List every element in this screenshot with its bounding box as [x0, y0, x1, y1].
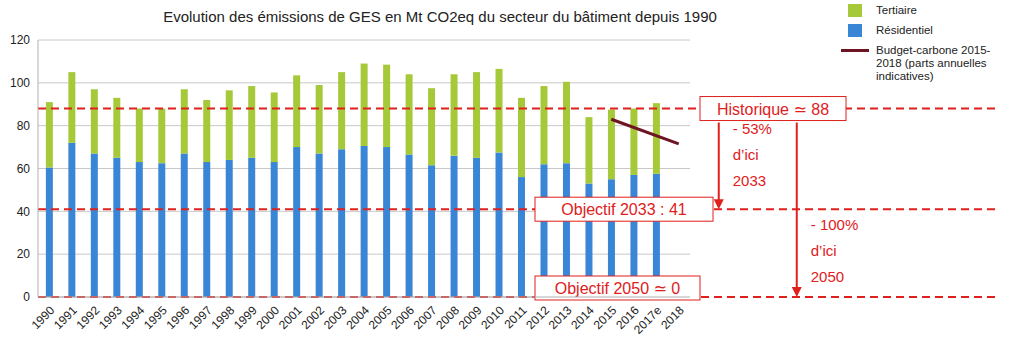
svg-text:1992: 1992 — [74, 303, 103, 332]
svg-text:100: 100 — [10, 76, 30, 90]
svg-text:2014: 2014 — [568, 303, 597, 332]
svg-text:2033: 2033 — [733, 172, 766, 189]
svg-text:2015: 2015 — [591, 303, 620, 332]
svg-text:1999: 1999 — [231, 303, 260, 332]
svg-text:120: 120 — [10, 33, 30, 47]
svg-text:- 53%: - 53% — [733, 120, 772, 137]
svg-text:1991: 1991 — [51, 303, 80, 332]
svg-text:2012: 2012 — [523, 303, 552, 332]
svg-text:1994: 1994 — [119, 303, 148, 332]
svg-text:Historique ≃ 88: Historique ≃ 88 — [717, 101, 829, 118]
svg-text:2018: 2018 — [658, 303, 687, 332]
svg-text:2016: 2016 — [613, 303, 642, 332]
svg-text:1998: 1998 — [208, 303, 237, 332]
svg-text:d’ici: d’ici — [733, 146, 759, 163]
svg-text:2006: 2006 — [388, 303, 417, 332]
svg-text:2013: 2013 — [546, 303, 575, 332]
svg-text:d’ici: d’ici — [811, 242, 837, 259]
html-text:Budget-carbone 2015-2018 (part: Budget-carbone 2015-2018 (parts annuelle… — [876, 44, 991, 82]
html-text:Evolution des émissions de GES: Evolution des émissions de GES en Mt CO2… — [163, 8, 717, 25]
svg-text:- 100%: - 100% — [811, 216, 859, 233]
svg-text:20: 20 — [17, 247, 31, 261]
svg-text:2003: 2003 — [321, 303, 350, 332]
svg-text:60: 60 — [17, 162, 31, 176]
svg-text:40: 40 — [17, 205, 31, 219]
svg-text:Objectif 2050 ≃ 0: Objectif 2050 ≃ 0 — [555, 280, 681, 297]
svg-text:80: 80 — [17, 119, 31, 133]
svg-text:2007: 2007 — [411, 303, 440, 332]
svg-text:2017e: 2017e — [630, 303, 665, 337]
svg-text:0: 0 — [23, 290, 30, 304]
html-text:Résidentiel: Résidentiel — [876, 24, 933, 36]
svg-text:2011: 2011 — [501, 303, 529, 331]
html-text:Tertiaire: Tertiaire — [876, 4, 917, 16]
svg-text:2010: 2010 — [478, 303, 507, 332]
svg-text:2000: 2000 — [253, 303, 282, 332]
svg-text:2009: 2009 — [456, 303, 485, 332]
svg-text:1997: 1997 — [186, 303, 215, 332]
svg-text:1990: 1990 — [29, 303, 58, 332]
svg-text:2008: 2008 — [433, 303, 462, 332]
svg-text:2050: 2050 — [811, 268, 844, 285]
svg-text:2002: 2002 — [298, 303, 327, 332]
svg-text:2004: 2004 — [343, 303, 372, 332]
svg-text:1993: 1993 — [96, 303, 125, 332]
svg-text:1996: 1996 — [164, 303, 193, 332]
svg-text:2005: 2005 — [366, 303, 395, 332]
svg-text:Objectif 2033 : 41: Objectif 2033 : 41 — [561, 201, 687, 218]
svg-text:1995: 1995 — [141, 303, 170, 332]
svg-text:2001: 2001 — [276, 303, 305, 332]
